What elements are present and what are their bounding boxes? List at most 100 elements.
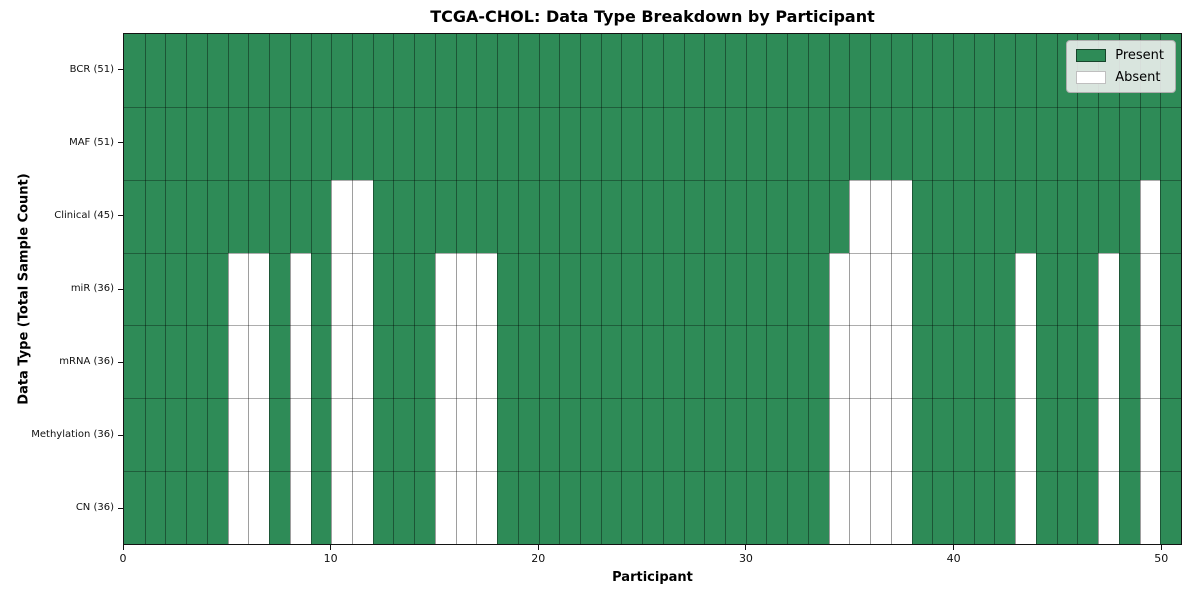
heatmap-cell bbox=[704, 325, 726, 399]
heatmap-cell bbox=[1139, 325, 1161, 399]
heatmap-cell bbox=[683, 179, 705, 253]
heatmap-cell bbox=[455, 106, 477, 180]
heatmap-cell bbox=[351, 471, 373, 544]
heatmap-cell bbox=[476, 398, 498, 472]
heatmap-cell bbox=[331, 471, 352, 544]
heatmap-cell bbox=[393, 471, 415, 544]
heatmap-cell bbox=[165, 252, 187, 326]
heatmap-cell bbox=[704, 471, 726, 544]
heatmap-cell bbox=[787, 179, 808, 253]
heatmap-cell bbox=[704, 398, 726, 472]
x-tick bbox=[330, 545, 332, 550]
heatmap-cell bbox=[787, 106, 808, 180]
heatmap-cell bbox=[1077, 471, 1099, 544]
heatmap-cell bbox=[248, 471, 270, 544]
heatmap-cell bbox=[144, 106, 166, 180]
heatmap-cell bbox=[393, 106, 415, 180]
heatmap-cell bbox=[206, 471, 228, 544]
heatmap-cell bbox=[807, 106, 829, 180]
heatmap-cell bbox=[953, 471, 974, 544]
heatmap-cell bbox=[186, 106, 207, 180]
heatmap-cell bbox=[1160, 398, 1181, 472]
heatmap-cell bbox=[642, 471, 663, 544]
heatmap-cell bbox=[745, 34, 767, 107]
heatmap-cell bbox=[269, 34, 290, 107]
heatmap-cell bbox=[206, 325, 228, 399]
heatmap-cell bbox=[269, 106, 290, 180]
heatmap-cell bbox=[1118, 179, 1140, 253]
heatmap-cell bbox=[994, 106, 1016, 180]
heatmap-cell bbox=[227, 471, 249, 544]
heatmap-cell bbox=[662, 398, 684, 472]
heatmap-cell bbox=[351, 106, 373, 180]
heatmap-cell bbox=[953, 34, 974, 107]
heatmap-cell bbox=[932, 252, 954, 326]
heatmap-cell bbox=[807, 252, 829, 326]
y-tick-label: MAF (51) bbox=[69, 136, 114, 148]
heatmap-cell bbox=[621, 398, 643, 472]
heatmap-cell bbox=[455, 252, 477, 326]
heatmap-cell bbox=[559, 398, 580, 472]
heatmap-cell bbox=[683, 398, 705, 472]
heatmap-cell bbox=[911, 252, 933, 326]
heatmap-cell bbox=[476, 471, 498, 544]
heatmap-cell bbox=[1035, 471, 1057, 544]
heatmap-cell bbox=[476, 252, 498, 326]
heatmap-cell bbox=[434, 398, 456, 472]
y-tick-label: BCR (51) bbox=[69, 63, 114, 75]
legend-swatch-present bbox=[1076, 49, 1107, 62]
heatmap-cell bbox=[227, 398, 249, 472]
heatmap-cell bbox=[414, 325, 435, 399]
heatmap-cell bbox=[600, 106, 622, 180]
heatmap-cell bbox=[476, 106, 498, 180]
heatmap-cell bbox=[932, 471, 954, 544]
heatmap-cell bbox=[849, 471, 871, 544]
heatmap-cell bbox=[745, 471, 767, 544]
heatmap-cell bbox=[1015, 471, 1036, 544]
heatmap-cell bbox=[621, 106, 643, 180]
heatmap-cell bbox=[351, 398, 373, 472]
heatmap-cell bbox=[227, 252, 249, 326]
heatmap-cell bbox=[434, 106, 456, 180]
heatmap-cell bbox=[1077, 179, 1099, 253]
heatmap-cell bbox=[994, 471, 1016, 544]
heatmap-cell bbox=[662, 325, 684, 399]
heatmap-cell bbox=[704, 34, 726, 107]
heatmap-cell bbox=[890, 325, 912, 399]
y-tick bbox=[118, 434, 123, 436]
y-tick-label: Clinical (45) bbox=[54, 209, 114, 221]
heatmap-cell bbox=[953, 179, 974, 253]
heatmap-cell bbox=[1098, 252, 1119, 326]
heatmap-cell bbox=[559, 252, 580, 326]
heatmap-cell bbox=[600, 252, 622, 326]
heatmap-cell bbox=[953, 252, 974, 326]
heatmap-cell bbox=[725, 398, 746, 472]
heatmap-cell bbox=[1160, 179, 1181, 253]
heatmap-cell bbox=[165, 106, 187, 180]
heatmap-cell bbox=[248, 34, 270, 107]
heatmap-cell bbox=[1118, 252, 1140, 326]
heatmap-cell bbox=[455, 471, 477, 544]
heatmap-cell bbox=[579, 106, 601, 180]
heatmap-cell bbox=[953, 106, 974, 180]
heatmap-cell bbox=[890, 398, 912, 472]
heatmap-cell bbox=[745, 106, 767, 180]
heatmap-cell bbox=[1139, 252, 1161, 326]
y-tick-label: miR (36) bbox=[70, 283, 114, 294]
heatmap-cell bbox=[331, 106, 352, 180]
heatmap-cell bbox=[455, 179, 477, 253]
heatmap-cell bbox=[911, 325, 933, 399]
heatmap-cell bbox=[870, 471, 891, 544]
heatmap-cell bbox=[206, 179, 228, 253]
heatmap-cell bbox=[1118, 325, 1140, 399]
heatmap-cell bbox=[434, 179, 456, 253]
heatmap-cell bbox=[579, 398, 601, 472]
heatmap-cell bbox=[1035, 398, 1057, 472]
heatmap-cell bbox=[414, 471, 435, 544]
legend-swatch-absent bbox=[1076, 71, 1107, 84]
heatmap-cell bbox=[248, 398, 270, 472]
heatmap-cell bbox=[1118, 398, 1140, 472]
heatmap-cell bbox=[144, 325, 166, 399]
heatmap-cell bbox=[227, 325, 249, 399]
heatmap-cell bbox=[538, 179, 560, 253]
